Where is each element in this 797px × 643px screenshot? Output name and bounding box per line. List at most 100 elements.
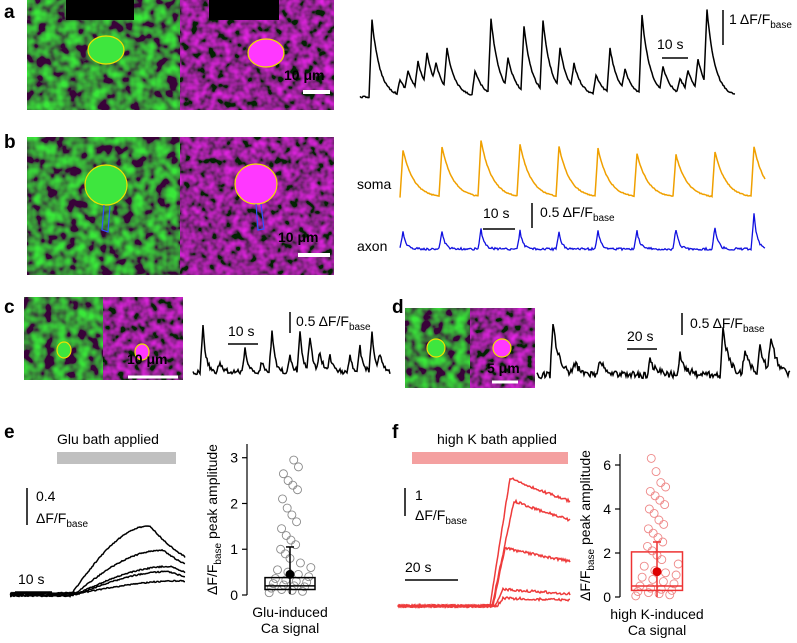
data-point — [298, 586, 307, 596]
scale-label: 10 μm — [284, 67, 324, 83]
scale-label: 10 s — [18, 571, 44, 587]
panel-letter: b — [4, 132, 16, 153]
scale-label-sub: base — [593, 213, 615, 224]
data-point — [287, 510, 297, 520]
trace-soma — [399, 140, 766, 198]
data-point — [654, 515, 664, 525]
cell-outline — [134, 343, 150, 361]
data-point — [656, 478, 666, 488]
bath-label: Glu bath applied — [57, 431, 159, 447]
trace-label: axon — [357, 238, 387, 254]
data-point — [264, 588, 274, 598]
cell-outline — [87, 35, 125, 65]
data-point — [283, 476, 293, 486]
data-point — [266, 583, 276, 593]
axon-outline — [101, 204, 111, 233]
data-point — [293, 462, 303, 472]
scale-label: 10 s — [228, 323, 254, 339]
data-point — [639, 561, 649, 571]
scale-label: 20 s — [627, 328, 653, 344]
data-point — [649, 508, 659, 518]
data-point — [643, 524, 653, 534]
data-point — [278, 469, 288, 479]
y-tick-label: 2 — [230, 495, 238, 511]
data-point — [280, 549, 290, 559]
data-point — [648, 574, 658, 584]
data-point — [304, 572, 314, 582]
data-point — [665, 590, 675, 600]
image-tdtomato-noise — [103, 297, 183, 380]
scale-label-main: ΔF/F — [36, 510, 66, 526]
scale-label: ΔF/Fbase — [415, 507, 467, 527]
data-point — [644, 588, 653, 598]
bath-bar — [57, 452, 176, 464]
scale-label-sub: base — [445, 516, 467, 527]
trace-label: soma — [357, 176, 391, 192]
data-point — [661, 482, 671, 492]
y-tick-label: 2 — [603, 545, 611, 561]
scale-label: 10 s — [657, 36, 683, 52]
y-axis-label: ΔF/Fbase peak amplitude — [577, 450, 597, 601]
scale-label: 20 s — [405, 559, 431, 575]
trace — [397, 477, 571, 609]
data-point — [645, 486, 655, 496]
data-point — [281, 531, 291, 540]
trace — [192, 324, 391, 377]
data-point — [655, 495, 665, 505]
box — [630, 551, 684, 592]
scale-label: 10 μm — [127, 351, 167, 367]
scale-label-sub: base — [770, 20, 792, 31]
image-gcamp-noise — [24, 297, 103, 380]
data-point — [642, 541, 652, 551]
x-category-label: high K-induced — [610, 606, 703, 622]
y-axis-label-sub: base — [213, 542, 224, 564]
data-point — [644, 504, 654, 514]
scale-label-main: ΔF/F — [415, 507, 445, 523]
data-point — [633, 587, 643, 596]
data-point — [277, 524, 287, 534]
scale-label: 10 μm — [278, 229, 318, 245]
scale-label: 5 μm — [487, 360, 520, 376]
bath-bar — [412, 452, 568, 464]
label-bg — [209, 0, 279, 20]
y-tick-label: 0 — [230, 587, 238, 603]
data-point — [669, 579, 679, 589]
y-axis-title: ΔF/Fbase peak amplitude — [204, 444, 224, 595]
data-point — [276, 544, 286, 554]
scale-label: 1 ΔF/Fbase — [729, 11, 792, 31]
data-point — [289, 455, 299, 465]
bath-label: high K bath applied — [437, 431, 557, 447]
scale-label: 0.5 ΔF/Fbase — [690, 315, 765, 335]
trace — [397, 595, 571, 609]
data-point — [295, 558, 305, 568]
scale-label-main: 0.5 ΔF/F — [690, 315, 743, 331]
data-point — [293, 485, 302, 495]
data-point — [647, 546, 657, 556]
y-tick-label: 6 — [603, 457, 611, 473]
y-tick-label: 4 — [603, 501, 611, 517]
y-axis-label-rest: peak amplitude — [204, 444, 220, 543]
panel-letter: a — [4, 2, 15, 23]
data-point — [653, 533, 663, 543]
scale-label: 1 — [415, 487, 423, 503]
cell-outline — [247, 38, 285, 68]
y-axis-label-sub: base — [586, 548, 597, 570]
scale-label-main: 0.5 ΔF/F — [296, 313, 349, 329]
scale-label: 0.4 — [36, 488, 56, 504]
data-point — [650, 491, 660, 501]
y-axis-label-rest: peak amplitude — [577, 450, 593, 549]
data-point — [286, 535, 296, 545]
cell-outline — [492, 338, 512, 358]
cell-outline — [426, 338, 446, 358]
data-point — [306, 563, 316, 572]
data-point — [646, 583, 656, 593]
data-point — [673, 559, 683, 569]
channel-label: tdTomato — [213, 2, 271, 18]
data-point — [270, 574, 280, 583]
panel-letter: d — [392, 297, 404, 318]
image-tdtomato-noise — [180, 137, 334, 275]
data-point — [278, 494, 287, 504]
data-point — [659, 519, 669, 529]
